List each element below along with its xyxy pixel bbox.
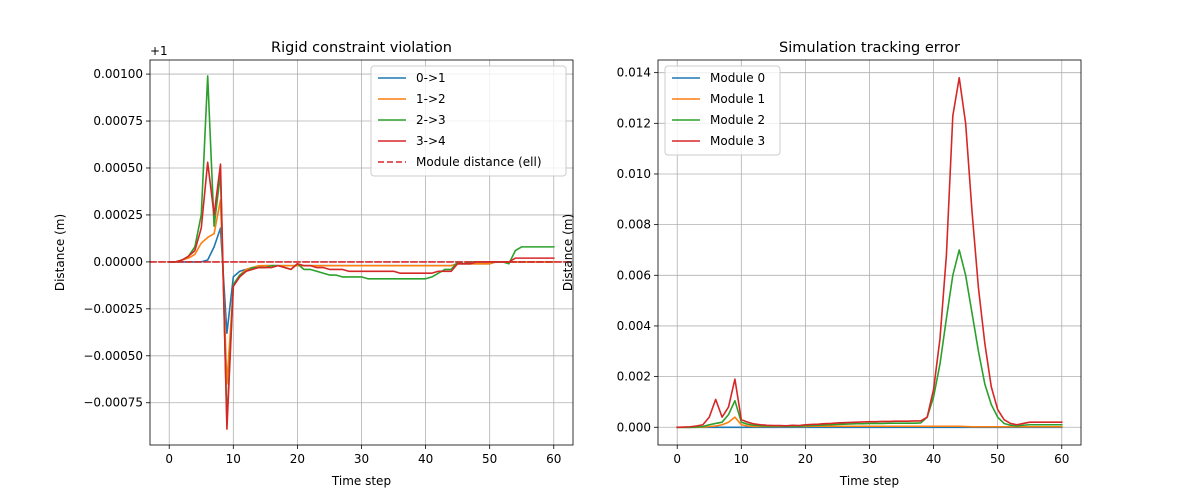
legend: Module 0 Module 1 Module 2 Module 3 (664, 65, 781, 156)
y-tick-label: 0.002 (617, 370, 651, 384)
x-tick-label: 20 (798, 452, 813, 466)
y-tick-label: 0.00100 (93, 67, 143, 81)
x-tick-label: 10 (226, 452, 241, 466)
y-tick-label: 0.00000 (93, 255, 143, 269)
y-axis-label: Distance (m) (561, 214, 575, 291)
x-tick-label: 20 (290, 452, 305, 466)
y-axis-ticks: −0.00075 −0.00050 −0.00025 0.00000 0.00025 0.… (83, 67, 150, 410)
legend-entry-label: Module distance (ell) (416, 155, 542, 169)
x-axis-label: Time step (839, 474, 899, 488)
legend-entry-label: Module 1 (710, 92, 765, 106)
x-tick-label: 60 (546, 452, 561, 466)
legend-entry-label: Module 3 (710, 134, 765, 148)
y-tick-label: 0.010 (617, 167, 651, 181)
x-tick-label: 40 (926, 452, 941, 466)
y-tick-label: 0.014 (617, 66, 651, 80)
x-tick-label: 10 (734, 452, 749, 466)
y-tick-label: 0.012 (617, 116, 651, 130)
y-axis-ticks: 0.000 0.002 0.004 0.006 0.008 0.010 0.012 0.014 (617, 66, 658, 434)
legend-entry-label: 0->1 (416, 71, 446, 85)
x-tick-label: 0 (673, 452, 681, 466)
series-line-3 (676, 249, 1063, 429)
legend-entry-label: Module 2 (710, 113, 765, 127)
series-line-2 (676, 416, 1063, 429)
x-tick-label: 40 (418, 452, 433, 466)
chart-rigid-constraint-violation: 0 10 20 30 40 50 60 −0.00075 −0.00050 −0.00025 0.… (53, 40, 574, 488)
y-tick-label: −0.00025 (83, 302, 143, 316)
x-axis-ticks: 0 10 20 30 40 50 60 (673, 445, 1069, 466)
legend-frame (370, 65, 567, 177)
series-line-4 (676, 76, 1063, 429)
x-tick-label: 0 (165, 452, 173, 466)
y-tick-label: 0.008 (617, 218, 651, 232)
x-tick-label: 30 (862, 452, 877, 466)
x-tick-label: 50 (482, 452, 497, 466)
x-axis-ticks: 0 10 20 30 40 50 60 (165, 445, 561, 466)
y-axis-label: Distance (m) (53, 214, 67, 291)
y-offset-text: +1 (150, 44, 168, 58)
x-tick-label: 60 (1054, 452, 1069, 466)
x-tick-label: 50 (990, 452, 1005, 466)
legend-entry-label: Module 0 (710, 71, 765, 85)
series-layer (150, 75, 573, 430)
y-tick-label: −0.00050 (83, 349, 143, 363)
chart-title: Rigid constraint violation (271, 40, 452, 56)
chart-simulation-tracking-error: 0 10 20 30 40 50 60 0.0000.0020.0040.0060.0080… (561, 40, 1082, 488)
chart-title: Simulation tracking error (779, 40, 960, 56)
y-tick-label: 0.006 (617, 268, 651, 282)
legend-entry-label: 3->4 (416, 134, 446, 148)
y-tick-label: −0.00075 (83, 396, 143, 410)
y-tick-label: 0.00025 (93, 208, 143, 222)
legend-entry-label: 1->2 (416, 92, 446, 106)
series-layer (676, 76, 1063, 429)
y-tick-label: 0.00050 (93, 161, 143, 175)
y-tick-label: 0.00075 (93, 114, 143, 128)
x-tick-label: 30 (354, 452, 369, 466)
y-tick-label: 0.004 (617, 319, 651, 333)
legend-frame (664, 65, 781, 156)
legend: 0->1 1->2 2->3 3->4 Module distance (ell) (370, 65, 567, 177)
x-axis-label: Time step (331, 474, 391, 488)
legend-entry-label: 2->3 (416, 113, 446, 127)
y-tick-label: 0.000 (617, 420, 651, 434)
